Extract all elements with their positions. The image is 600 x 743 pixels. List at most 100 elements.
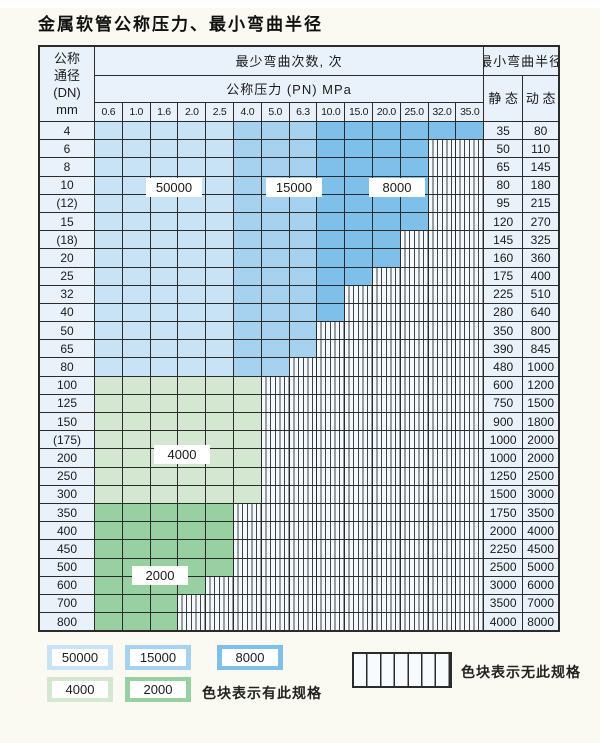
- bend-count-label: 8000: [369, 178, 425, 197]
- spec-cell: [233, 249, 261, 267]
- no-spec-cell: [345, 613, 372, 631]
- no-spec-cell: [428, 140, 456, 158]
- spec-cell: [206, 194, 233, 212]
- spec-cell: [233, 285, 261, 303]
- no-spec-cell: [261, 394, 289, 412]
- spec-cell: [150, 413, 178, 431]
- no-spec-cell: [400, 285, 428, 303]
- no-spec-cell: [345, 576, 372, 594]
- spec-cell: [122, 449, 150, 467]
- spec-cell: [206, 176, 233, 194]
- no-spec-cell: [372, 449, 400, 467]
- spec-cell: [95, 431, 122, 449]
- spec-cell: [95, 140, 122, 158]
- static-value: 2500: [484, 558, 523, 576]
- no-spec-cell: [289, 558, 317, 576]
- spec-cell: [122, 140, 150, 158]
- spec-table: 公称 通径 (DN) mm 最少弯曲次数, 次 最小弯曲半径 公称压力 (PN)…: [38, 45, 561, 633]
- spec-cell: [150, 467, 178, 485]
- no-spec-cell: [345, 540, 372, 558]
- spec-cell: [122, 303, 150, 322]
- spec-cell: [261, 303, 289, 322]
- no-spec-cell: [345, 503, 372, 522]
- no-spec-cell: [428, 231, 456, 249]
- legend-item-4000: 4000: [47, 677, 113, 702]
- dynamic-value: 325: [523, 231, 559, 249]
- no-spec-cell: [372, 285, 400, 303]
- spec-cell: [233, 140, 261, 158]
- no-spec-cell: [317, 467, 345, 485]
- no-spec-cell: [400, 394, 428, 412]
- no-spec-cell: [289, 503, 317, 522]
- static-value: 65: [484, 158, 523, 176]
- spec-cell: [206, 522, 233, 540]
- spec-cell: [233, 122, 261, 140]
- spec-cell: [122, 212, 150, 231]
- no-spec-cell: [289, 449, 317, 467]
- pressure-col-header: 20.0: [372, 103, 400, 121]
- spec-cell: [317, 249, 345, 267]
- dn-cell: 15: [40, 212, 94, 231]
- no-spec-cell: [345, 485, 372, 503]
- static-value: 35: [484, 122, 523, 140]
- spec-cell: [289, 267, 317, 285]
- no-spec-cell: [261, 558, 289, 576]
- dynamic-value: 110: [523, 140, 559, 158]
- no-spec-cell: [456, 267, 484, 285]
- spec-cell: [150, 503, 178, 522]
- spec-cell: [289, 158, 317, 176]
- static-value: 3500: [484, 594, 523, 613]
- spec-cell: [345, 140, 372, 158]
- spec-cell: [122, 340, 150, 358]
- dynamic-value: 2500: [523, 467, 559, 485]
- no-spec-cell: [456, 340, 484, 358]
- spec-cell: [150, 231, 178, 249]
- no-spec-cell: [456, 540, 484, 558]
- no-spec-cell: [400, 340, 428, 358]
- spec-cell: [233, 212, 261, 231]
- spec-cell: [317, 122, 345, 140]
- spec-cell: [122, 376, 150, 394]
- no-spec-cell: [345, 303, 372, 322]
- no-spec-cell: [372, 267, 400, 285]
- no-spec-cell: [400, 594, 428, 613]
- no-spec-cell: [206, 594, 233, 613]
- spec-cell: [178, 467, 206, 485]
- dynamic-value: 3500: [523, 503, 559, 522]
- spec-cell: [95, 485, 122, 503]
- spec-cell: [372, 122, 400, 140]
- spec-cell: [372, 212, 400, 231]
- no-spec-cell: [428, 485, 456, 503]
- spec-cell: [261, 358, 289, 376]
- dn-cell: 125: [40, 394, 94, 412]
- no-spec-cell: [261, 503, 289, 522]
- legend-item-50000: 50000: [47, 645, 113, 670]
- no-spec-cell: [400, 267, 428, 285]
- dynamic-value: 8000: [523, 613, 559, 631]
- pressure-col-header: 25.0: [400, 103, 428, 121]
- spec-cell: [95, 212, 122, 231]
- spec-cell: [95, 285, 122, 303]
- no-spec-cell: [428, 431, 456, 449]
- spec-cell: [122, 394, 150, 412]
- spec-cell: [122, 358, 150, 376]
- no-spec-cell: [428, 194, 456, 212]
- no-spec-cell: [428, 540, 456, 558]
- spec-cell: [206, 267, 233, 285]
- spec-cell: [289, 122, 317, 140]
- dn-cell: 800: [40, 613, 94, 631]
- no-spec-cell: [400, 449, 428, 467]
- spec-cell: [206, 394, 233, 412]
- spec-cell: [261, 285, 289, 303]
- spec-cell: [206, 122, 233, 140]
- no-spec-cell: [456, 594, 484, 613]
- no-spec-cell: [456, 449, 484, 467]
- bend-count-label: 2000: [132, 566, 188, 585]
- no-spec-cell: [456, 194, 484, 212]
- dynamic-column-header: 动 态: [523, 76, 559, 121]
- no-spec-cell: [456, 212, 484, 231]
- no-spec-cell: [178, 594, 206, 613]
- spec-cell: [317, 267, 345, 285]
- no-spec-cell: [317, 431, 345, 449]
- spec-cell: [206, 212, 233, 231]
